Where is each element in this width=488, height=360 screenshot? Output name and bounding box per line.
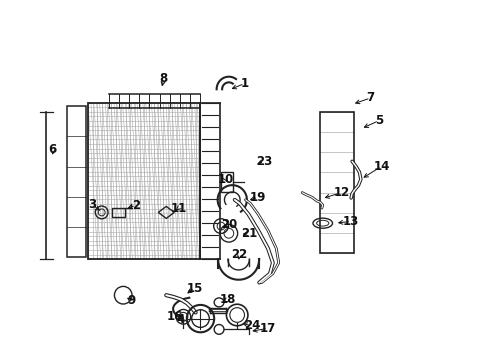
Bar [320,112,353,253]
Text: 12: 12 [332,186,349,199]
Text: 13: 13 [342,215,359,228]
Text: 23: 23 [255,155,272,168]
Text: 20: 20 [220,219,237,231]
Text: 10: 10 [217,173,234,186]
Text: 3: 3 [88,198,96,211]
Text: 16: 16 [166,310,183,323]
Bar [221,172,233,192]
Text: 18: 18 [219,293,235,306]
Text: 2: 2 [132,199,140,212]
Text: 9: 9 [127,294,135,307]
Text: 14: 14 [372,160,389,173]
Text: 17: 17 [259,322,276,335]
Text: 5: 5 [374,114,382,127]
Text: 22: 22 [231,248,247,261]
Text: 1: 1 [240,77,248,90]
Bar [88,103,200,259]
Text: 19: 19 [249,191,266,204]
Text: 7: 7 [366,91,374,104]
Text: 8: 8 [160,72,167,85]
Text: 11: 11 [170,202,186,215]
Text: 15: 15 [186,282,203,294]
Bar [67,106,86,257]
Text: 6: 6 [49,143,57,156]
Text: 4: 4 [177,313,184,326]
Text: 24: 24 [243,319,260,332]
Text: 21: 21 [241,227,257,240]
